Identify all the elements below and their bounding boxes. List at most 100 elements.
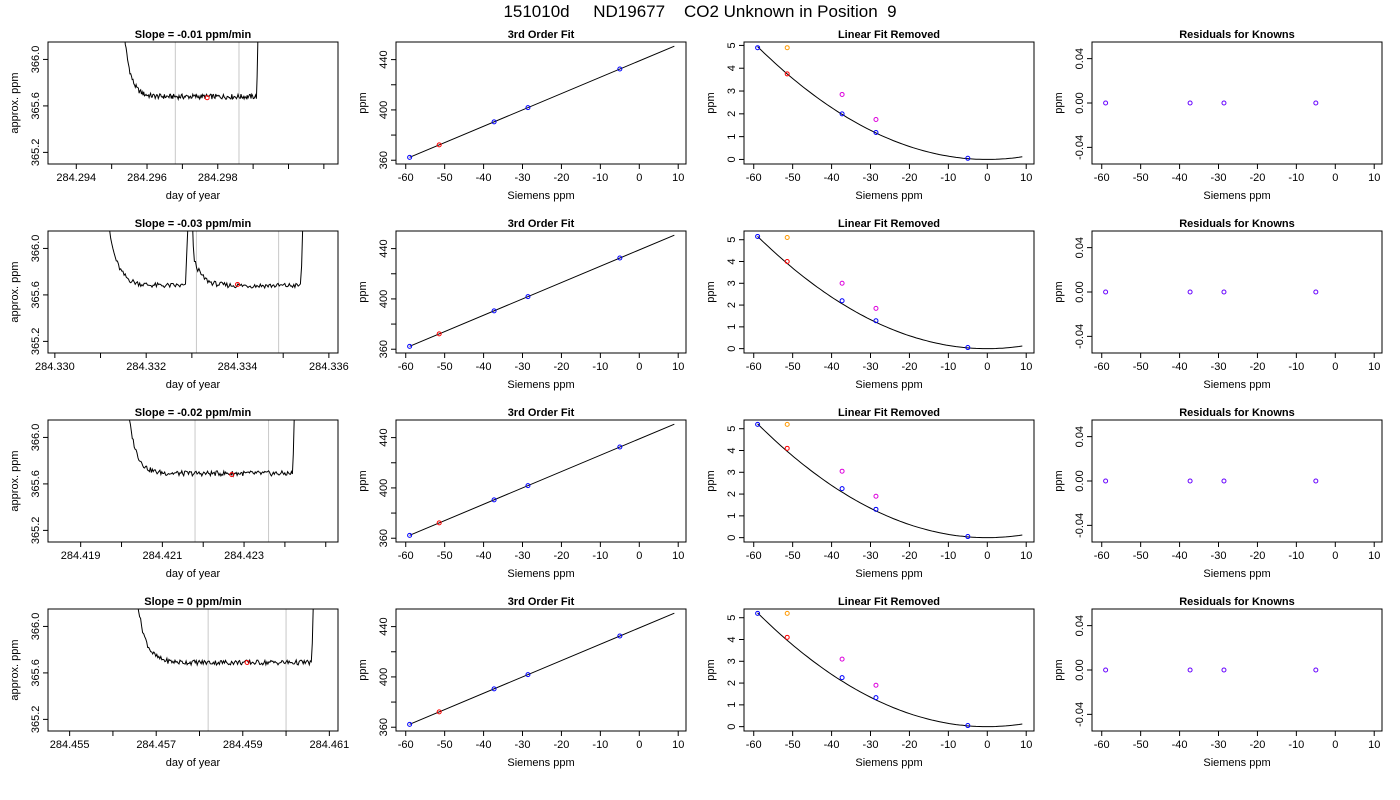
x-tick-label: -10: [1288, 172, 1304, 184]
fit-line: [409, 234, 675, 347]
plot-frame: [395, 419, 687, 543]
plot-frame: [743, 41, 1035, 165]
data-trace: [137, 609, 314, 667]
y-tick-label: 0.04: [1074, 615, 1086, 636]
x-tick-label: 0: [636, 361, 642, 373]
plot-frame: [743, 419, 1035, 543]
plot-area: [755, 45, 1023, 161]
x-tick-label: -40: [1172, 550, 1188, 562]
data-point: [755, 233, 761, 239]
x-tick-label: 0: [1332, 739, 1338, 751]
data-point: [965, 345, 971, 351]
x-tick-label: -20: [1249, 361, 1265, 373]
x-tick-label: -20: [553, 361, 569, 373]
fit-curve: [757, 236, 1023, 350]
x-tick-label: -40: [476, 361, 492, 373]
data-point: [873, 506, 879, 512]
x-tick-label: -20: [1249, 739, 1265, 751]
x-tick-label: -40: [1172, 739, 1188, 751]
x-axis-label: Siemens ppm: [855, 568, 922, 580]
panel-r4-c2: 3rd Order Fit -60 -50 -40 -30 -20 -10 0 10 360 400…: [357, 596, 687, 769]
x-tick-label: 0: [1332, 361, 1338, 373]
x-tick-label: -60: [1094, 739, 1110, 751]
x-tick-label: -40: [1172, 361, 1188, 373]
fit-line: [409, 612, 675, 725]
plot-area: [755, 421, 1023, 540]
x-tick-label: -60: [398, 739, 414, 751]
panel-title: Slope = -0.01 ppm/min: [135, 29, 252, 41]
data-trace: [124, 42, 259, 102]
y-axis-label: approx. ppm: [9, 261, 21, 322]
x-tick-label: -60: [746, 361, 762, 373]
y-tick-label: 4: [726, 447, 738, 453]
panel-r1-c4: Residuals for Knowns -60 -50 -40 -30 -20 -10 0 1…: [1053, 29, 1383, 202]
y-tick-label: 2: [726, 680, 738, 686]
panel-r3-c3: Linear Fit Removed -60 -50 -40 -30 -20 -10 0 10 0…: [705, 407, 1035, 580]
y-tick-label: 360: [378, 529, 390, 547]
data-point: [436, 331, 442, 337]
x-tick-label: -30: [1211, 172, 1227, 184]
data-point: [839, 675, 845, 681]
y-tick-label: 5: [726, 615, 738, 621]
y-axis-label: ppm: [1053, 470, 1065, 491]
y-tick-label: 4: [726, 65, 738, 71]
panel-title: Linear Fit Removed: [838, 596, 940, 608]
y-tick-label: 5: [726, 237, 738, 243]
y-axis-label: approx. ppm: [9, 639, 21, 700]
data-point: [491, 686, 497, 692]
x-tick-label: 0: [984, 550, 990, 562]
data-point: [784, 634, 790, 640]
data-point: [1221, 478, 1227, 484]
panel-r3-c1: Slope = -0.02 ppm/min 284.419 284.421 284.4…: [9, 407, 339, 580]
x-tick-label: -20: [1249, 550, 1265, 562]
x-tick-label: -50: [437, 739, 453, 751]
data-point: [407, 343, 413, 349]
data-point: [873, 318, 879, 324]
data-point: [1313, 289, 1319, 295]
data-point: [1103, 478, 1109, 484]
x-tick-label: -50: [437, 172, 453, 184]
measurement-marker: [229, 472, 235, 478]
y-tick-label: 0.00: [1074, 659, 1086, 680]
data-point: [965, 155, 971, 161]
data-point: [617, 633, 623, 639]
x-tick-label: -60: [1094, 550, 1110, 562]
y-tick-label: 3: [726, 280, 738, 286]
y-tick-label: 360: [378, 151, 390, 169]
x-tick-label: 0: [636, 550, 642, 562]
x-tick-label: 10: [672, 550, 684, 562]
x-tick-label: -30: [863, 361, 879, 373]
y-tick-label: 0: [726, 346, 738, 352]
plot-area: [407, 423, 675, 538]
data-point: [407, 154, 413, 160]
x-tick-label: 10: [1368, 550, 1380, 562]
x-tick-label: -20: [553, 739, 569, 751]
panel-title: Slope = -0.03 ppm/min: [135, 218, 252, 230]
y-tick-label: 440: [378, 617, 390, 635]
y-tick-label: 366.0: [30, 235, 42, 263]
y-tick-label: 365.6: [30, 470, 42, 498]
panel-title: Residuals for Knowns: [1179, 218, 1295, 230]
y-tick-label: 1: [726, 702, 738, 708]
y-tick-label: 1: [726, 324, 738, 330]
data-point: [873, 305, 879, 311]
data-point: [491, 308, 497, 314]
measurement-marker: [244, 659, 250, 665]
plot-area: [755, 233, 1023, 351]
x-tick-label: -30: [515, 361, 531, 373]
data-point: [784, 421, 790, 427]
data-point: [1187, 478, 1193, 484]
data-point: [784, 45, 790, 51]
x-axis-label: Siemens ppm: [1203, 568, 1270, 580]
panel-r2-c4: Residuals for Knowns -60 -50 -40 -30 -20 -10 0 1…: [1053, 218, 1383, 391]
y-tick-label: 440: [378, 428, 390, 446]
x-tick-label: 0: [984, 172, 990, 184]
data-point: [839, 656, 845, 662]
panel-title: Linear Fit Removed: [838, 218, 940, 230]
fit-curve: [757, 612, 1023, 728]
x-tick-label: 10: [1368, 739, 1380, 751]
x-tick-label: -10: [592, 739, 608, 751]
panel-r4-c1: Slope = 0 ppm/min 284.455 284.457 284.459 28…: [9, 596, 349, 769]
x-tick-label: -30: [515, 739, 531, 751]
